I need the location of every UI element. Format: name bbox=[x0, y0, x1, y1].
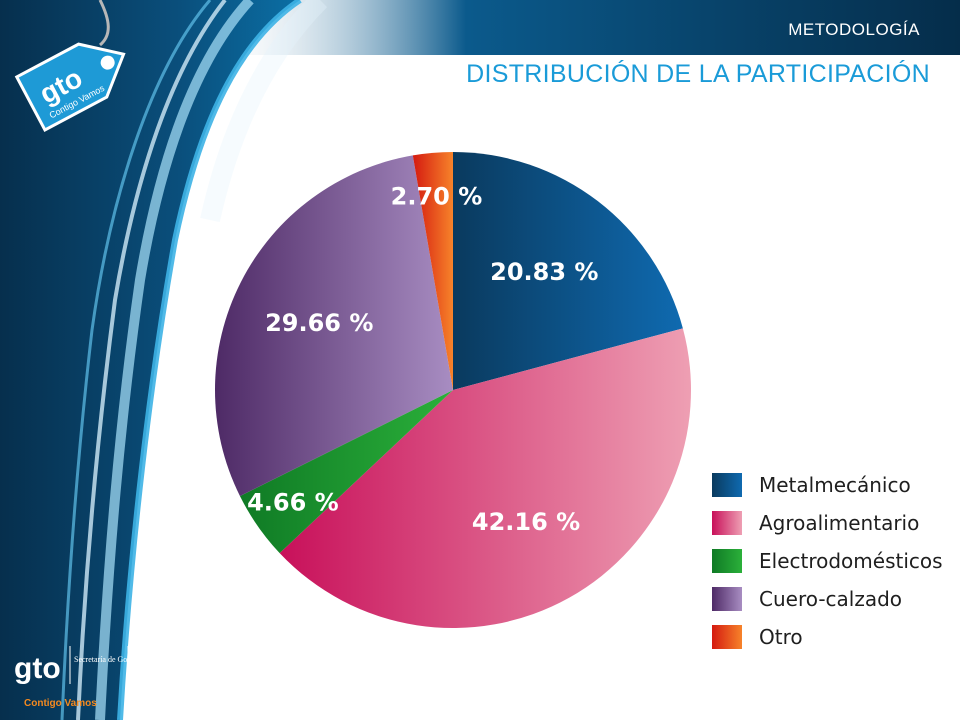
legend-label: Electrodomésticos bbox=[759, 549, 943, 573]
pie-slice-otro bbox=[412, 152, 453, 390]
top-bar bbox=[200, 0, 960, 55]
pie-slice-electrodomesticos bbox=[239, 390, 453, 554]
pie-labels: 20.83 % 42.16 % 4.66 % 29.66 % 2.70 % bbox=[247, 183, 598, 536]
pie-slice-agroalimentario bbox=[279, 328, 691, 628]
legend-item-agroalimentario: Agroalimentario bbox=[712, 508, 952, 546]
swoosh-5 bbox=[60, 0, 212, 720]
legend-label: Otro bbox=[759, 625, 803, 649]
gto-tag-logo: gto Contigo Vamos bbox=[14, 0, 126, 132]
swoosh-4 bbox=[200, 0, 328, 223]
svg-text:IMUG: IMUG bbox=[134, 662, 168, 677]
legend: Metalmecánico Agroalimentario Electrodomés… bbox=[712, 470, 952, 660]
legend-label: Cuero-calzado bbox=[759, 587, 903, 611]
legend-item-cuero-calzado: Cuero-calzado bbox=[712, 584, 952, 622]
gto-footer-logo: gto Secretaría de Gobierno IMUG Contigo … bbox=[14, 646, 168, 709]
legend-item-metalmecanico: Metalmecánico bbox=[712, 470, 952, 508]
data-label-metalmecanico: 20.83 % bbox=[490, 258, 598, 286]
pie-chart: 20.83 % 42.16 % 4.66 % 29.66 % 2.70 % bbox=[214, 152, 691, 628]
legend-label: Metalmecánico bbox=[759, 473, 911, 497]
data-label-agroalimentario: 42.16 % bbox=[472, 508, 580, 536]
section-label: METODOLOGÍA bbox=[788, 20, 920, 39]
swoosh-3 bbox=[76, 0, 227, 720]
legend-swatch bbox=[712, 511, 742, 535]
legend-swatch bbox=[712, 549, 742, 573]
pie-slices bbox=[214, 152, 691, 628]
legend-item-otro: Otro bbox=[712, 622, 952, 660]
svg-text:Secretaría de Gobierno: Secretaría de Gobierno bbox=[74, 655, 148, 664]
legend-swatch bbox=[712, 625, 742, 649]
data-label-cuero-calzado: 29.66 % bbox=[265, 309, 373, 337]
data-label-otro: 2.70 % bbox=[391, 183, 483, 211]
swoosh-2 bbox=[95, 0, 254, 720]
legend-swatch bbox=[712, 587, 742, 611]
left-band bbox=[0, 0, 300, 720]
svg-text:gto: gto bbox=[14, 652, 61, 685]
legend-item-electrodomesticos: Electrodomésticos bbox=[712, 546, 952, 584]
page-title: DISTRIBUCIÓN DE LA PARTICIPACIÓN bbox=[466, 60, 930, 88]
legend-swatch bbox=[712, 473, 742, 497]
pie-slice-cuero-calzado bbox=[214, 155, 453, 497]
legend-label: Agroalimentario bbox=[759, 511, 920, 535]
svg-text:Contigo Vamos: Contigo Vamos bbox=[24, 698, 97, 709]
pie-slice-metalmecanico bbox=[453, 152, 683, 390]
data-label-electrodomesticos: 4.66 % bbox=[247, 489, 339, 517]
swoosh-1 bbox=[117, 0, 302, 720]
